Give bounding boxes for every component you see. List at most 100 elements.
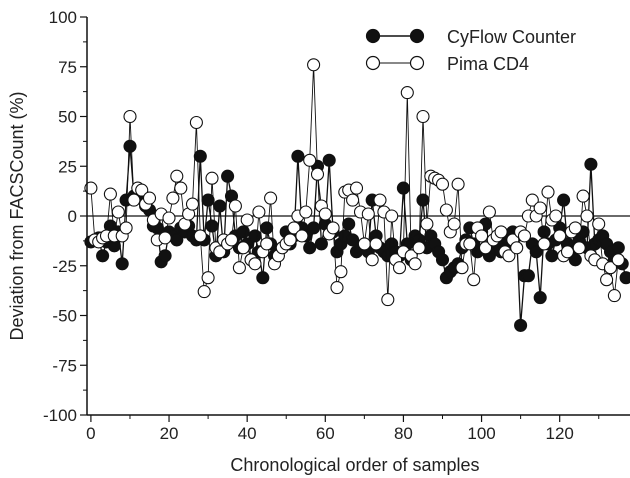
data-point <box>213 245 227 259</box>
x-tick-label: 80 <box>394 424 413 443</box>
data-point <box>607 289 621 303</box>
data-point <box>510 241 524 255</box>
data-point <box>568 221 582 235</box>
data-point <box>115 257 129 271</box>
y-tick-label: -50 <box>52 307 77 326</box>
data-point <box>170 169 184 183</box>
data-point <box>330 281 344 295</box>
data-point <box>248 229 262 243</box>
data-point <box>611 253 625 267</box>
data-point <box>439 203 453 217</box>
data-point <box>213 199 227 213</box>
data-point <box>303 153 317 167</box>
data-point <box>451 177 465 191</box>
x-tick-label: 0 <box>86 424 95 443</box>
data-point <box>580 209 594 223</box>
data-point <box>84 181 98 195</box>
data-point <box>435 253 450 267</box>
data-point <box>525 193 539 207</box>
data-point <box>361 207 375 221</box>
data-point <box>603 261 618 275</box>
data-point <box>96 249 110 263</box>
data-point <box>260 221 274 235</box>
data-point <box>349 181 364 195</box>
data-point <box>482 205 496 219</box>
data-point <box>553 229 567 243</box>
legend-marker-cyflow-right <box>409 28 425 44</box>
data-point <box>287 221 301 235</box>
x-tick-label: 60 <box>316 424 335 443</box>
data-point <box>369 237 383 251</box>
data-point <box>310 167 325 181</box>
x-tick-label: 100 <box>467 424 495 443</box>
data-point <box>514 318 528 332</box>
data-point <box>549 209 563 223</box>
data-point <box>541 185 555 199</box>
legend: CyFlow Counter Pima CD4 <box>365 27 576 74</box>
data-point <box>334 265 348 279</box>
data-point <box>123 109 137 124</box>
data-point <box>142 191 157 205</box>
data-point <box>221 169 235 183</box>
data-point <box>478 241 493 255</box>
data-point <box>193 229 207 243</box>
data-point <box>197 285 211 299</box>
data-point <box>521 269 535 283</box>
data-point <box>185 197 200 211</box>
data-point <box>385 209 399 223</box>
legend-marker-cyflow-left <box>365 28 381 44</box>
legend-label-pima: Pima CD4 <box>447 54 529 74</box>
data-point <box>303 241 317 255</box>
data-point <box>248 257 262 271</box>
legend-label-cyflow: CyFlow Counter <box>447 27 576 47</box>
x-tick-label: 120 <box>545 424 573 443</box>
data-point <box>232 261 246 275</box>
data-point <box>533 291 547 305</box>
data-point <box>158 249 172 263</box>
data-point <box>494 225 508 239</box>
data-point <box>357 237 371 251</box>
data-point <box>392 261 407 275</box>
x-axis-title: Chronological order of samples <box>230 455 479 475</box>
data-point <box>166 191 180 205</box>
data-point <box>291 149 305 163</box>
data-point <box>435 177 450 191</box>
data-point <box>299 205 313 219</box>
data-point <box>537 225 551 239</box>
data-point <box>201 271 215 285</box>
data-point <box>228 199 242 213</box>
data-point <box>158 231 172 245</box>
data-point <box>135 183 149 197</box>
data-point <box>123 139 137 153</box>
data-point <box>611 241 625 255</box>
data-point <box>420 217 434 231</box>
y-tick-label: -100 <box>43 406 77 425</box>
data-point <box>529 245 543 259</box>
data-point <box>412 241 426 255</box>
data-point <box>416 193 430 207</box>
data-point <box>318 207 332 221</box>
data-point <box>236 241 250 255</box>
data-point <box>103 187 117 201</box>
data-point <box>346 193 360 207</box>
data-point <box>193 149 207 163</box>
data-point <box>584 157 598 171</box>
data-point <box>408 257 422 271</box>
data-point <box>568 253 582 267</box>
data-point <box>174 181 188 195</box>
data-point <box>400 86 414 100</box>
data-point <box>127 193 141 207</box>
data-point <box>307 221 321 235</box>
data-point <box>467 273 481 287</box>
data-point <box>111 205 125 219</box>
data-point <box>201 193 215 207</box>
data-point <box>381 293 395 307</box>
data-point <box>295 229 309 243</box>
x-tick-label: 20 <box>160 424 179 443</box>
data-point <box>537 237 551 251</box>
data-point <box>572 241 586 255</box>
data-point <box>373 193 387 207</box>
data-point <box>224 233 239 247</box>
series-pima-cd4 <box>84 58 625 307</box>
